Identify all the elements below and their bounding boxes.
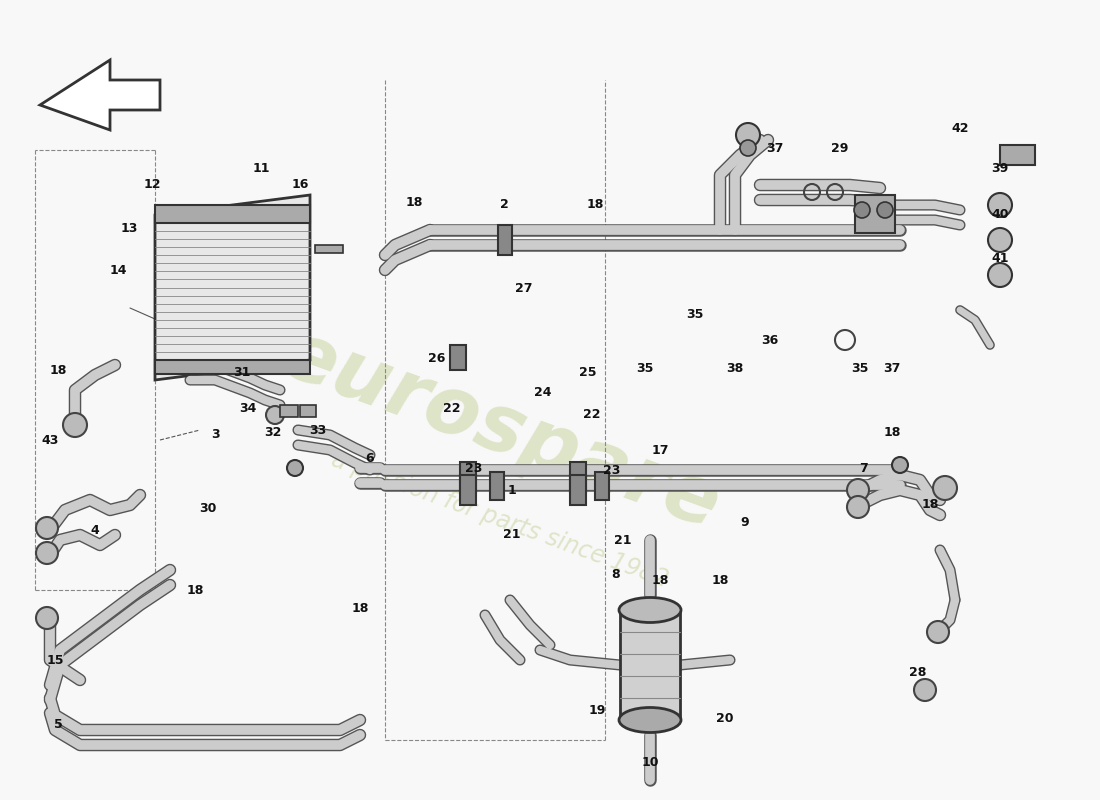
Text: 7: 7 [859,462,868,474]
Circle shape [1000,147,1016,163]
Circle shape [36,607,58,629]
Circle shape [933,476,957,500]
Circle shape [36,542,58,564]
Circle shape [988,193,1012,217]
Circle shape [847,496,869,518]
Text: 32: 32 [264,426,282,438]
Bar [280,405,298,417]
Text: 1: 1 [507,483,516,497]
Text: 2: 2 [499,198,508,211]
Text: 18: 18 [883,426,901,438]
Text: 22: 22 [583,409,601,422]
Bar [460,475,476,505]
Bar [155,205,310,223]
Circle shape [287,460,303,476]
Text: 3: 3 [211,429,219,442]
Text: 40: 40 [991,209,1009,222]
Bar [300,405,316,417]
Text: 8: 8 [612,569,620,582]
Text: 24: 24 [535,386,552,399]
Text: 41: 41 [991,251,1009,265]
Ellipse shape [619,707,681,733]
Bar [620,610,680,720]
Polygon shape [155,195,310,380]
Text: 15: 15 [46,654,64,666]
Bar [570,462,586,492]
Polygon shape [40,60,159,130]
Text: 37: 37 [767,142,783,154]
Bar [490,472,504,500]
Bar [460,462,476,492]
Text: 13: 13 [120,222,138,234]
Text: eurospare: eurospare [270,314,730,546]
Text: 30: 30 [199,502,217,514]
Text: 14: 14 [109,263,126,277]
Text: 23: 23 [465,462,483,474]
Text: 18: 18 [922,498,938,511]
Text: 42: 42 [952,122,969,134]
Bar [155,360,310,374]
Text: 33: 33 [309,423,327,437]
Text: 4: 4 [90,523,99,537]
Text: 37: 37 [883,362,901,374]
Text: 12: 12 [143,178,161,191]
Text: 35: 35 [686,309,704,322]
Ellipse shape [619,598,681,622]
Text: 23: 23 [603,463,620,477]
Circle shape [914,679,936,701]
Bar [595,472,609,500]
Circle shape [988,228,1012,252]
Text: 18: 18 [651,574,669,586]
Text: 10: 10 [641,755,659,769]
Circle shape [854,202,870,218]
Text: 34: 34 [240,402,256,414]
Text: 18: 18 [405,197,422,210]
Bar [855,195,895,233]
Text: 9: 9 [740,515,749,529]
Text: 35: 35 [851,362,869,374]
Text: 19: 19 [588,703,606,717]
Text: 17: 17 [651,443,669,457]
Text: 35: 35 [636,362,653,374]
Text: 18: 18 [586,198,604,211]
Circle shape [927,621,949,643]
Text: 39: 39 [991,162,1009,174]
Text: 18: 18 [186,583,204,597]
Circle shape [36,517,58,539]
Circle shape [266,406,284,424]
Bar [570,475,586,505]
Text: 38: 38 [726,362,744,374]
Bar [498,225,512,255]
Text: 18: 18 [50,363,67,377]
Text: 22: 22 [443,402,461,414]
Text: 11: 11 [252,162,270,174]
Text: 27: 27 [515,282,532,294]
Text: 6: 6 [365,451,374,465]
Bar [450,345,466,370]
Circle shape [988,263,1012,287]
Text: 43: 43 [42,434,58,446]
Circle shape [877,202,893,218]
Text: 26: 26 [428,351,446,365]
Text: 21: 21 [504,529,520,542]
Circle shape [740,140,756,156]
Text: 18: 18 [351,602,369,614]
Text: 31: 31 [233,366,251,378]
Text: 25: 25 [580,366,596,378]
Circle shape [63,413,87,437]
Circle shape [736,123,760,147]
Text: 16: 16 [292,178,309,191]
Text: 29: 29 [832,142,849,154]
Text: 21: 21 [614,534,631,546]
Bar [315,245,343,253]
Text: 36: 36 [761,334,779,346]
Circle shape [847,479,869,501]
Text: 20: 20 [716,711,734,725]
Text: a passion for parts since 1982: a passion for parts since 1982 [328,448,672,592]
Text: 28: 28 [910,666,926,678]
Text: 18: 18 [712,574,728,586]
Bar [1000,145,1035,165]
Circle shape [892,457,907,473]
Text: 5: 5 [54,718,63,731]
